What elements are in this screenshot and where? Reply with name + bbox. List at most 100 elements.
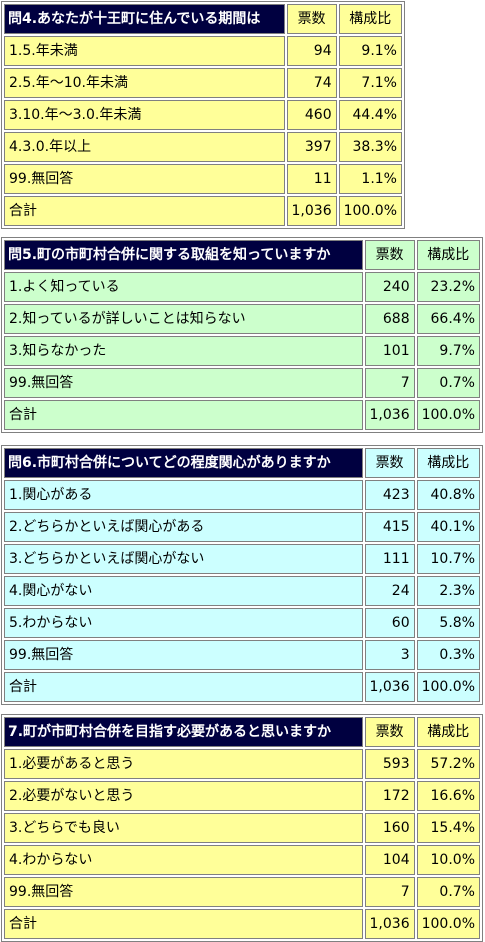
ratio-value: 5.8% [416, 608, 480, 638]
answer-label: 2.必要がないと思う [4, 781, 363, 811]
ratio-column-header: 構成比 [416, 717, 480, 747]
table-row: 4.わからない 104 10.0% [4, 845, 480, 875]
total-votes: 1,036 [364, 909, 415, 939]
vote-count: 415 [364, 512, 415, 542]
answer-label: 99.無回答 [4, 164, 285, 194]
ratio-value: 23.2% [416, 272, 480, 302]
votes-column-header: 票数 [364, 448, 415, 478]
total-row: 合計 1,036 100.0% [4, 672, 480, 702]
vote-count: 111 [364, 544, 415, 574]
ratio-value: 38.3% [338, 132, 402, 162]
vote-count: 397 [286, 132, 337, 162]
ratio-value: 9.7% [416, 336, 480, 366]
ratio-value: 7.1% [338, 68, 402, 98]
total-votes: 1,036 [364, 400, 415, 430]
vote-count: 3 [364, 640, 415, 670]
ratio-value: 2.3% [416, 576, 480, 606]
table-row: 99.無回答 7 0.7% [4, 368, 480, 398]
table-row: 3.どちらでも良い 160 15.4% [4, 813, 480, 843]
table-header-row: 7.町が市町村合併を目指す必要があると思いますか 票数 構成比 [4, 717, 480, 747]
ratio-value: 10.7% [416, 544, 480, 574]
question-heading: 問4.あなたが十王町に住んでいる期間は [4, 4, 285, 34]
table-row: 2.必要がないと思う 172 16.6% [4, 781, 480, 811]
table-row: 1.必要があると思う 593 57.2% [4, 749, 480, 779]
votes-column-header: 票数 [364, 240, 415, 270]
total-row: 合計 1,036 100.0% [4, 400, 480, 430]
ratio-value: 57.2% [416, 749, 480, 779]
ratio-value: 10.0% [416, 845, 480, 875]
vote-count: 94 [286, 36, 337, 66]
table-row: 1.5.年未満 94 9.1% [4, 36, 402, 66]
vote-count: 104 [364, 845, 415, 875]
total-label: 合計 [4, 196, 285, 226]
answer-label: 1.必要があると思う [4, 749, 363, 779]
total-ratio: 100.0% [416, 400, 480, 430]
vote-count: 24 [364, 576, 415, 606]
total-row: 合計 1,036 100.0% [4, 909, 480, 939]
question-heading: 問5.町の市町村合併に関する取組を知っていますか [4, 240, 363, 270]
total-row: 合計 1,036 100.0% [4, 196, 402, 226]
answer-label: 3.知らなかった [4, 336, 363, 366]
total-votes: 1,036 [364, 672, 415, 702]
answer-label: 4.3.0.年以上 [4, 132, 285, 162]
ratio-value: 9.1% [338, 36, 402, 66]
table-row: 3.どちらかといえば関心がない 111 10.7% [4, 544, 480, 574]
vote-count: 160 [364, 813, 415, 843]
ratio-value: 40.8% [416, 480, 480, 510]
answer-label: 99.無回答 [4, 368, 363, 398]
table-row: 3.知らなかった 101 9.7% [4, 336, 480, 366]
vote-count: 74 [286, 68, 337, 98]
answer-label: 3.10.年～3.0.年未満 [4, 100, 285, 130]
ratio-value: 66.4% [416, 304, 480, 334]
survey-table-q6: 問6.市町村合併についてどの程度関心がありますか 票数 構成比 1.関心がある … [1, 445, 483, 705]
answer-label: 3.どちらかといえば関心がない [4, 544, 363, 574]
answer-label: 4.わからない [4, 845, 363, 875]
survey-table-q7: 7.町が市町村合併を目指す必要があると思いますか 票数 構成比 1.必要があると… [1, 714, 483, 942]
survey-table-q4: 問4.あなたが十王町に住んでいる期間は 票数 構成比 1.5.年未満 94 9.… [1, 1, 405, 229]
answer-label: 2.知っているが詳しいことは知らない [4, 304, 363, 334]
table-row: 4.関心がない 24 2.3% [4, 576, 480, 606]
answer-label: 1.関心がある [4, 480, 363, 510]
table-row: 4.3.0.年以上 397 38.3% [4, 132, 402, 162]
ratio-column-header: 構成比 [416, 240, 480, 270]
ratio-value: 0.3% [416, 640, 480, 670]
table-row: 99.無回答 3 0.3% [4, 640, 480, 670]
table-row: 2.どちらかといえば関心がある 415 40.1% [4, 512, 480, 542]
ratio-value: 0.7% [416, 368, 480, 398]
question-heading: 7.町が市町村合併を目指す必要があると思いますか [4, 717, 363, 747]
answer-label: 2.5.年～10.年未満 [4, 68, 285, 98]
vote-count: 240 [364, 272, 415, 302]
ratio-column-header: 構成比 [416, 448, 480, 478]
vote-count: 7 [364, 877, 415, 907]
vote-count: 688 [364, 304, 415, 334]
total-ratio: 100.0% [416, 909, 480, 939]
answer-label: 99.無回答 [4, 640, 363, 670]
answer-label: 1.5.年未満 [4, 36, 285, 66]
ratio-value: 1.1% [338, 164, 402, 194]
answer-label: 2.どちらかといえば関心がある [4, 512, 363, 542]
ratio-value: 0.7% [416, 877, 480, 907]
total-ratio: 100.0% [338, 196, 402, 226]
table-header-row: 問6.市町村合併についてどの程度関心がありますか 票数 構成比 [4, 448, 480, 478]
table-header-row: 問4.あなたが十王町に住んでいる期間は 票数 構成比 [4, 4, 402, 34]
ratio-column-header: 構成比 [338, 4, 402, 34]
table-row: 2.5.年～10.年未満 74 7.1% [4, 68, 402, 98]
answer-label: 1.よく知っている [4, 272, 363, 302]
answer-label: 4.関心がない [4, 576, 363, 606]
vote-count: 11 [286, 164, 337, 194]
ratio-value: 16.6% [416, 781, 480, 811]
total-ratio: 100.0% [416, 672, 480, 702]
total-label: 合計 [4, 672, 363, 702]
answer-label: 3.どちらでも良い [4, 813, 363, 843]
votes-column-header: 票数 [364, 717, 415, 747]
vote-count: 101 [364, 336, 415, 366]
ratio-value: 40.1% [416, 512, 480, 542]
total-label: 合計 [4, 909, 363, 939]
table-row: 99.無回答 7 0.7% [4, 877, 480, 907]
vote-count: 7 [364, 368, 415, 398]
ratio-value: 15.4% [416, 813, 480, 843]
answer-label: 99.無回答 [4, 877, 363, 907]
vote-count: 172 [364, 781, 415, 811]
vote-count: 460 [286, 100, 337, 130]
table-header-row: 問5.町の市町村合併に関する取組を知っていますか 票数 構成比 [4, 240, 480, 270]
